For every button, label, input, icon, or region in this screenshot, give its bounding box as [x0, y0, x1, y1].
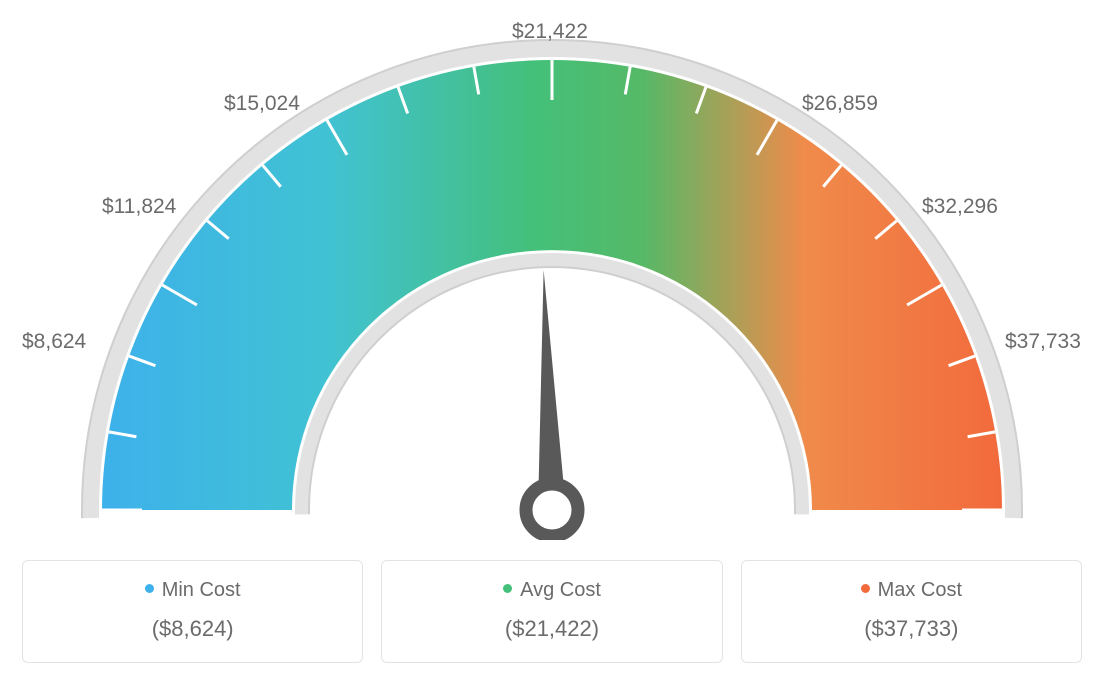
min-cost-card: Min Cost ($8,624): [22, 560, 363, 663]
avg-dot-icon: [503, 584, 512, 593]
avg-cost-value: ($21,422): [392, 616, 711, 642]
summary-cards: Min Cost ($8,624) Avg Cost ($21,422) Max…: [22, 560, 1082, 663]
cost-gauge-chart: $8,624 $11,824 $15,024 $21,422 $26,859 $32,29…: [22, 20, 1082, 540]
max-cost-title: Max Cost: [752, 579, 1071, 602]
gauge-scale-label: $26,859: [802, 92, 878, 116]
min-dot-icon: [145, 584, 154, 593]
max-dot-icon: [861, 584, 870, 593]
gauge-scale-label: $21,422: [512, 20, 588, 44]
gauge-scale-label: $15,024: [224, 92, 300, 116]
max-cost-value: ($37,733): [752, 616, 1071, 642]
gauge-svg: [22, 20, 1082, 540]
max-cost-label: Max Cost: [878, 579, 962, 601]
gauge-scale-label: $32,296: [922, 195, 998, 219]
avg-cost-title: Avg Cost: [392, 579, 711, 602]
min-cost-title: Min Cost: [33, 579, 352, 602]
avg-cost-label: Avg Cost: [520, 579, 601, 601]
min-cost-value: ($8,624): [33, 616, 352, 642]
gauge-scale-label: $8,624: [22, 330, 86, 354]
max-cost-card: Max Cost ($37,733): [741, 560, 1082, 663]
min-cost-label: Min Cost: [162, 579, 241, 601]
avg-cost-card: Avg Cost ($21,422): [381, 560, 722, 663]
gauge-scale-label: $37,733: [1005, 330, 1081, 354]
gauge-scale-label: $11,824: [102, 195, 176, 219]
